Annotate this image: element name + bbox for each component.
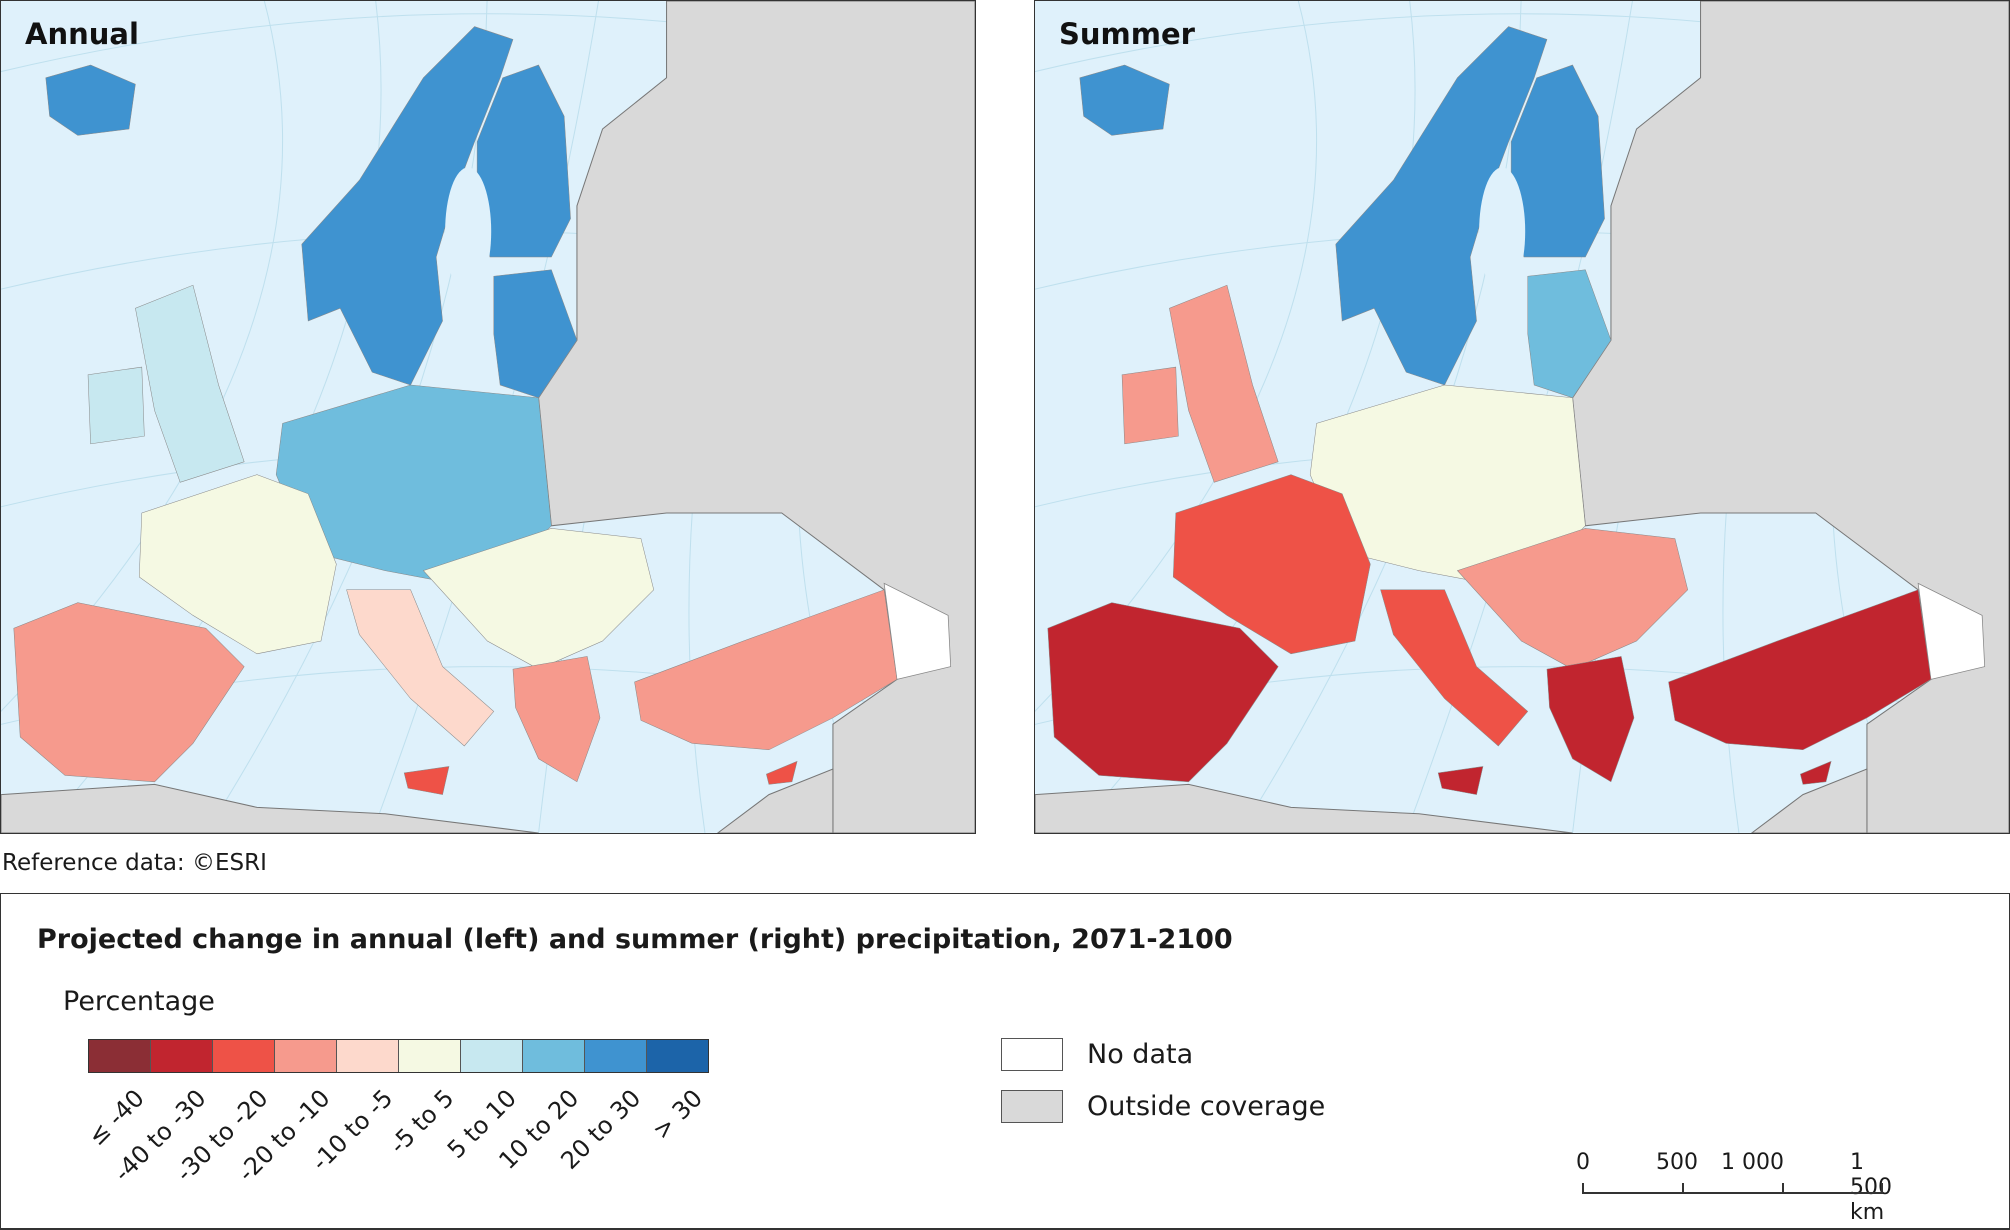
scale-tick: [1782, 1183, 1784, 1194]
precipitation-region: [1546, 656, 1635, 783]
legend-swatch: [213, 1040, 275, 1072]
reference-data-credit: Reference data: ©ESRI: [2, 850, 267, 876]
precipitation-region: [1668, 589, 1932, 751]
precipitation-region: [1437, 766, 1484, 795]
legend-swatch: [585, 1040, 647, 1072]
scale-tick: [1682, 1183, 1684, 1194]
no-data-area: [1917, 582, 1986, 680]
legend-no-data: No data: [1001, 1038, 1193, 1071]
outside-coverage-swatch: [1001, 1090, 1063, 1123]
legend-swatch: [461, 1040, 523, 1072]
precipitation-region: [346, 589, 495, 747]
precipitation-region: [422, 528, 655, 670]
scale-line: [1582, 1192, 1883, 1194]
scale-tick: [1582, 1183, 1584, 1194]
scale-label-500: 500: [1656, 1150, 1698, 1175]
map-title-summer: Summer: [1059, 17, 1195, 51]
legend-swatch: [151, 1040, 213, 1072]
precipitation-region: [13, 602, 245, 783]
outside-coverage-area: [1035, 783, 1573, 833]
outside-coverage-area: [716, 768, 834, 833]
outside-coverage-label: Outside coverage: [1087, 1091, 1326, 1122]
legend-swatch: [647, 1040, 708, 1072]
map-summer: Summer: [1034, 0, 2010, 834]
precipitation-region: [138, 474, 337, 655]
scale-label-0: 0: [1576, 1150, 1590, 1175]
legend-swatch: [275, 1040, 337, 1072]
no-data-area: [883, 582, 952, 680]
precipitation-region: [1047, 602, 1279, 783]
precipitation-region: [1169, 284, 1279, 483]
legend: Projected change in annual (left) and su…: [0, 893, 2010, 1230]
legend-title: Projected change in annual (left) and su…: [37, 924, 1233, 955]
legend-outside-coverage: Outside coverage: [1001, 1090, 1325, 1123]
map-annual-canvas: [1, 1, 975, 833]
precipitation-region: [45, 64, 136, 136]
precipitation-region: [1800, 760, 1832, 785]
scale-tick: [1881, 1183, 1883, 1194]
precipitation-region: [634, 589, 898, 751]
precipitation-region: [1172, 474, 1371, 655]
scale-label-1500: 1 500 km: [1850, 1150, 1892, 1225]
outside-coverage-area: [1, 783, 539, 833]
precipitation-region: [403, 766, 450, 795]
precipitation-region: [1456, 528, 1689, 670]
no-data-label: No data: [1087, 1039, 1194, 1070]
legend-unit: Percentage: [63, 986, 215, 1017]
outside-coverage-area: [1750, 768, 1868, 833]
precipitation-region: [87, 366, 145, 445]
scale-bar: 0 500 1 000 1 500 km: [1570, 1150, 1900, 1225]
no-data-swatch: [1001, 1038, 1063, 1071]
scale-label-1000: 1 000: [1721, 1150, 1784, 1175]
precipitation-region: [1380, 589, 1529, 747]
outside-coverage-area: [1572, 1, 2009, 833]
graticule-line: [1035, 1, 1317, 712]
map-summer-canvas: [1035, 1, 2009, 833]
legend-class-labels: ≤ -40 -40 to -30 -30 to -20 -20 to -10 -10 t…: [83, 1084, 709, 1204]
precipitation-region: [766, 760, 798, 785]
legend-swatch: [523, 1040, 585, 1072]
legend-colorbar: [88, 1039, 709, 1073]
legend-swatch: [89, 1040, 151, 1072]
graticule-line: [1, 1, 283, 712]
map-annual: Annual: [0, 0, 976, 834]
legend-class-label: > 30: [647, 1084, 709, 1146]
precipitation-region: [1079, 64, 1170, 136]
precipitation-region: [512, 656, 601, 783]
precipitation-region: [135, 284, 245, 483]
outside-coverage-area: [538, 1, 975, 833]
baltic-sea: [445, 167, 492, 296]
map-title-annual: Annual: [25, 17, 139, 51]
baltic-sea: [1479, 167, 1526, 296]
legend-swatch: [337, 1040, 399, 1072]
legend-swatch: [399, 1040, 461, 1072]
precipitation-region: [1121, 366, 1179, 445]
